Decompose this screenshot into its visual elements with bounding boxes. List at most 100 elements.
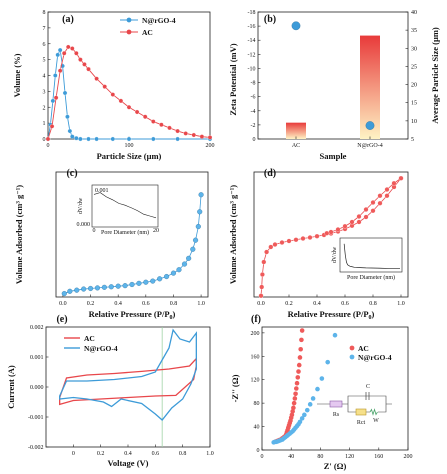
panel-c-data-point xyxy=(136,280,142,286)
panel-a-data-point xyxy=(53,95,59,100)
panel-e-xtick-label: 0.2 xyxy=(97,451,105,457)
panel-a-series-line xyxy=(47,48,210,140)
panel-c-data-point xyxy=(143,279,149,285)
panel-f-legend-marker xyxy=(349,354,355,360)
panel-a-data-point xyxy=(61,51,67,56)
panel-a-ytick-label: 7 xyxy=(43,26,46,32)
panel-d-data-point xyxy=(328,229,334,235)
panel-c-data-point xyxy=(163,273,170,280)
panel-a-xlabel: Particle Size (μm) xyxy=(97,151,162,161)
panel-b-right-ytick-label: 35 xyxy=(411,28,417,34)
panel-f-ytick-label: 40 xyxy=(254,425,260,431)
panel-d-data-point xyxy=(324,230,330,236)
panel-a-data-point xyxy=(110,136,116,142)
panel-d-xtick-label: 0.4 xyxy=(313,301,321,307)
panel-a-data-point xyxy=(55,52,60,58)
panel-f-xtick-label: 0 xyxy=(261,454,264,460)
panel-b-ytick-label: -12 xyxy=(248,52,256,58)
panel-f-data-point xyxy=(294,386,299,391)
panel-d-data-point xyxy=(370,200,376,205)
panel-f-label: (f) xyxy=(251,314,261,325)
panel-d-data-point xyxy=(356,219,362,225)
panel-f-data-point xyxy=(332,332,338,338)
panel-a-data-point xyxy=(175,128,180,134)
panel-b-ylabel: Zeta Potential (mV) xyxy=(228,43,238,115)
panel-b-right-ytick-label: 25 xyxy=(411,64,417,70)
panel-f-circuit-label-rs: Rs xyxy=(333,412,340,418)
panel-d-data-point xyxy=(377,200,383,206)
panel-b-ytick-label: -18 xyxy=(248,10,256,16)
panel-c-data-point xyxy=(157,276,163,282)
panel-b-bar xyxy=(360,35,380,140)
panel-a-ylabel: Volume (%) xyxy=(12,53,22,97)
panel-e-ylabel: Current (A) xyxy=(6,365,16,409)
panel-c-data-point xyxy=(67,288,73,294)
panel-b-category-label: AC xyxy=(292,143,300,149)
panel-d-data-point xyxy=(384,187,390,192)
panel-c-data-point xyxy=(108,284,114,290)
panel-a-data-point xyxy=(175,136,180,142)
panel-b-right-ytick-label: 40 xyxy=(411,10,417,16)
panel-c-data-point xyxy=(150,278,156,284)
panel-f-ytick-label: 0 xyxy=(257,448,260,454)
panel-f-circuit-warburg xyxy=(369,408,378,416)
panel-e-xtick-label: 1.0 xyxy=(206,451,214,457)
panel-c-data-point xyxy=(193,237,199,243)
panel-f-data-point xyxy=(304,407,310,413)
panel-a-xtick-label: 200 xyxy=(206,143,215,149)
panel-a-data-point xyxy=(151,119,156,124)
panel-c-inset-frame xyxy=(91,184,159,228)
panel-f-ytick-label: 160 xyxy=(251,354,260,360)
panel-c-data-point xyxy=(94,285,101,291)
panel-e-ytick-label: -0.002 xyxy=(28,445,44,451)
panel-b-xlabel: Sample xyxy=(320,151,347,161)
panel-b-frame xyxy=(257,11,409,140)
panel-d-data-point xyxy=(293,237,299,243)
panel-e-legend-label: AC xyxy=(84,334,95,343)
panel-f-circuit-label-w: W xyxy=(373,418,379,424)
panel-a-ytick-label: 6 xyxy=(43,42,46,48)
panel-d-data-point xyxy=(398,175,404,181)
panel-d-data-point xyxy=(258,293,264,299)
panel-d-data-point xyxy=(300,236,306,241)
panel-d-xlabel: Relative Pressure (P/P0) xyxy=(288,309,375,321)
panel-d-data-point xyxy=(377,193,383,199)
panel-e-label: (e) xyxy=(56,314,67,325)
panel-a-data-point xyxy=(126,136,132,142)
panel-a-data-point xyxy=(86,136,91,142)
panel-f-data-point xyxy=(296,362,302,368)
panel-f-data-point xyxy=(291,405,296,411)
panel-c-inset-xlabel: Pore Diameter (nm) xyxy=(101,229,149,236)
panel-a-data-point xyxy=(94,136,99,142)
panel-a-ytick-label: 2 xyxy=(43,105,46,111)
panel-d-data-point xyxy=(259,272,265,277)
panel-a-xtick-label: 100 xyxy=(125,143,134,149)
panel-b-ytick-label: -6 xyxy=(251,95,256,101)
panel-a-ytick-label: 0 xyxy=(43,137,46,143)
panel-a-data-point xyxy=(57,47,63,53)
panel-a-data-point xyxy=(159,122,164,127)
panel-f-circuit-capacitor xyxy=(365,392,370,400)
panel-d-data-point xyxy=(335,227,341,232)
panel-e-xtick-label: 0.6 xyxy=(152,451,160,457)
panel-a-data-point xyxy=(102,84,107,89)
panel-c-xtick-label: 0.0 xyxy=(59,301,67,307)
panel-a-data-point xyxy=(67,128,73,134)
panel-e-xtick-label: 0 xyxy=(72,451,75,457)
panel-a-data-point xyxy=(86,66,91,72)
panel-a-data-point xyxy=(70,46,75,51)
panel-f-data-point xyxy=(294,380,300,386)
panel-a-series-line xyxy=(47,46,211,140)
panel-f-data-point xyxy=(299,416,305,421)
panel-d-xtick-label: 1.0 xyxy=(397,301,405,307)
panel-a-ytick-label: 5 xyxy=(43,58,46,64)
panel-f-data-point xyxy=(299,328,305,333)
panel-c-data-point xyxy=(81,286,87,292)
panel-f-circuit-resistor-rs xyxy=(329,400,343,408)
panel-f-data-point xyxy=(325,359,331,365)
panel-e-xtick-label: 0.4 xyxy=(124,451,132,457)
panel-a-data-point xyxy=(191,132,197,138)
panel-f-circuit-wires xyxy=(317,395,392,413)
panel-a-data-point xyxy=(50,98,56,104)
panel-d-data-point xyxy=(384,193,390,199)
